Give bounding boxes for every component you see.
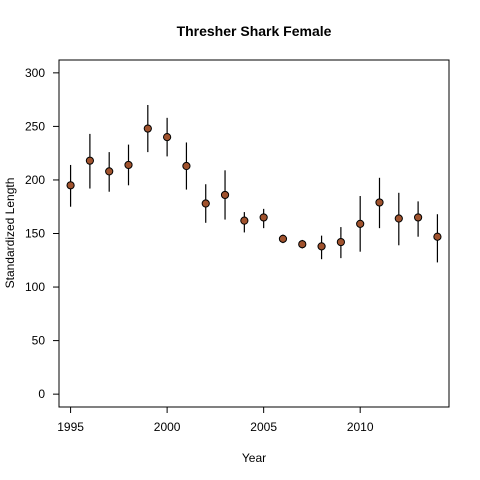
x-tick-label: 2000	[154, 420, 181, 434]
data-point	[105, 167, 114, 176]
y-tick-label: 0	[38, 387, 45, 401]
chart-title: Thresher Shark Female	[177, 23, 332, 39]
x-axis: 1995 2000 2005 2010	[57, 407, 374, 434]
data-point	[124, 160, 133, 170]
x-axis-label: Year	[242, 451, 266, 465]
y-tick-label: 50	[32, 334, 46, 348]
data-point	[414, 213, 423, 222]
plot-frame	[58, 59, 450, 408]
data-point	[375, 198, 384, 207]
data-point	[433, 232, 442, 241]
data-points	[66, 104, 442, 263]
y-tick-label: 100	[25, 280, 45, 294]
data-point	[278, 234, 288, 243]
data-point	[336, 237, 345, 247]
data-point	[394, 214, 403, 223]
y-tick-label: 300	[25, 66, 45, 80]
y-tick-label: 250	[25, 119, 45, 133]
data-point	[259, 213, 268, 222]
x-tick-label: 1995	[57, 420, 84, 434]
y-tick-label: 200	[25, 173, 45, 187]
data-point	[317, 242, 326, 251]
data-point	[163, 133, 172, 142]
data-point	[143, 124, 152, 133]
y-tick-label: 150	[25, 227, 45, 241]
x-tick-label: 2005	[250, 420, 277, 434]
y-axis: 0 50 100 150 200 250 300	[25, 66, 59, 401]
data-point	[85, 156, 94, 165]
data-point	[298, 240, 307, 249]
data-point	[356, 219, 365, 228]
y-axis-label: Standardized Length	[3, 178, 17, 289]
data-point	[220, 190, 230, 200]
data-point	[240, 216, 249, 225]
data-point	[66, 181, 75, 190]
data-point	[201, 199, 210, 208]
x-tick-label: 2010	[347, 420, 374, 434]
data-point	[182, 161, 191, 171]
